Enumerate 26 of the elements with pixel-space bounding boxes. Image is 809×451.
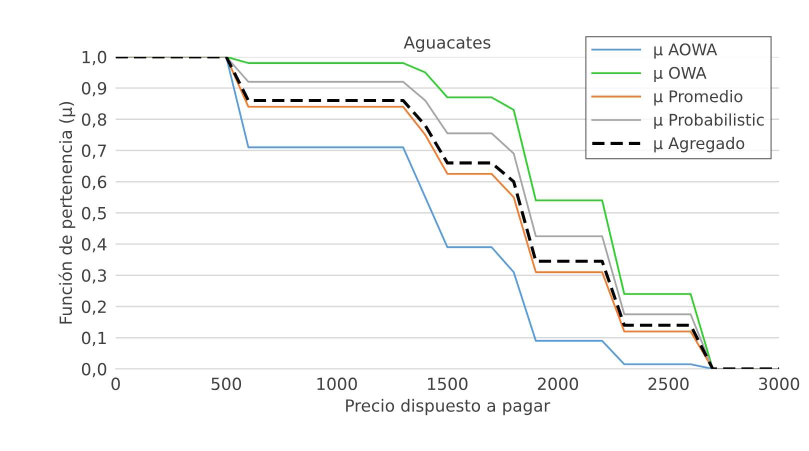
y-tick-label: 0,1: [82, 332, 106, 346]
x-tick-label: 2500: [648, 378, 689, 390]
legend-label: μ Promedio: [654, 90, 742, 106]
x-tick-label: 2000: [538, 378, 578, 390]
x-tick-label: 1000: [317, 378, 357, 390]
legend-label: μ AOWA: [654, 43, 718, 59]
x-tick-label: 1500: [428, 378, 468, 390]
legend-label: μ Agregado: [654, 136, 744, 152]
y-tick-label: 0,6: [82, 176, 106, 190]
y-axis-title: Función de pertenencia (μ): [58, 102, 76, 324]
chart-title: Aguacates: [404, 36, 490, 52]
legend-label: μ OWA: [654, 66, 706, 82]
y-tick-label: 0,5: [82, 206, 106, 222]
y-tick-label: 0,0: [82, 362, 106, 378]
y-tick-label: 0,7: [82, 144, 106, 159]
y-tick-label: 0,2: [82, 300, 106, 315]
x-axis-title: Precio dispuesto a pagar: [346, 398, 550, 416]
x-tick-label: 500: [212, 378, 242, 390]
y-tick-label: 0,9: [82, 82, 106, 96]
legend-label: μ Probabilistic: [654, 113, 764, 129]
y-tick-label: 0,4: [82, 238, 106, 252]
y-tick-label: 0,8: [82, 113, 106, 128]
y-tick-label: 0,3: [82, 269, 106, 284]
x-tick-label: 0: [111, 378, 120, 390]
y-tick-label: 1,0: [82, 50, 106, 66]
x-tick-label: 3000: [759, 378, 800, 390]
